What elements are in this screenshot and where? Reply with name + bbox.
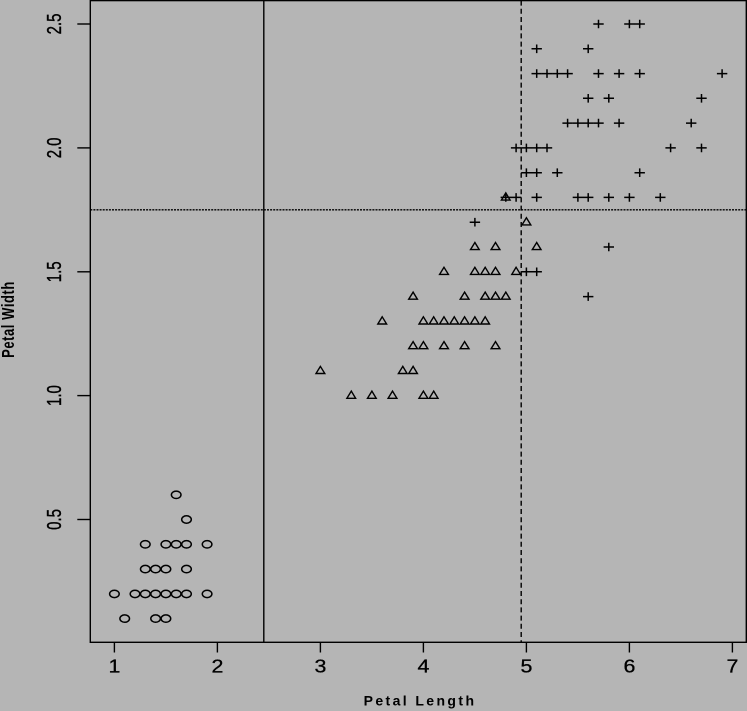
svg-text:6: 6 bbox=[623, 657, 635, 677]
svg-text:1: 1 bbox=[108, 657, 120, 677]
svg-text:7: 7 bbox=[726, 657, 738, 677]
svg-text:3: 3 bbox=[314, 657, 326, 677]
svg-text:Petal Width: Petal Width bbox=[0, 281, 19, 358]
svg-text:1.0: 1.0 bbox=[43, 385, 66, 406]
svg-text:5: 5 bbox=[520, 657, 532, 677]
svg-text:2.5: 2.5 bbox=[43, 13, 66, 34]
svg-text:Petal Length: Petal Length bbox=[364, 693, 477, 709]
svg-text:0.5: 0.5 bbox=[43, 509, 66, 530]
svg-text:4: 4 bbox=[417, 657, 429, 677]
svg-text:2.0: 2.0 bbox=[43, 137, 66, 158]
svg-text:2: 2 bbox=[211, 657, 223, 677]
svg-text:1.5: 1.5 bbox=[43, 261, 66, 282]
